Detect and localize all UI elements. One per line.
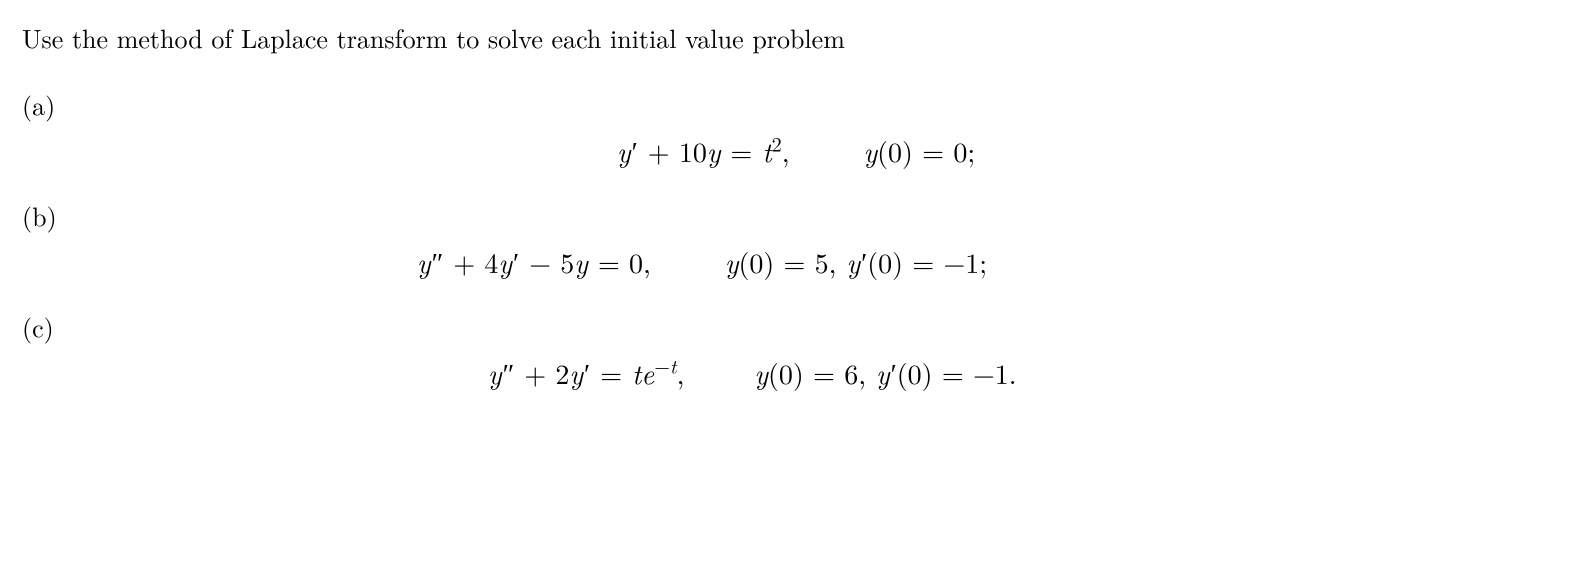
equation-row-c: y″ + 2y′ = te−t, y(0) = 6, y′(0) = −1. [22, 352, 1570, 394]
problem-prompt: Use the method of Laplace transform to s… [22, 18, 1570, 57]
equation-b: y″ + 4y′ − 5y = 0, [417, 241, 651, 283]
initial-conditions-a: y(0) = 0; [864, 130, 976, 172]
part-label-c: (c) [22, 307, 1570, 346]
equation-c: y″ + 2y′ = te−t, [488, 352, 684, 394]
part-a: (a) y′ + 10y = t2, y(0) = 0; [22, 85, 1570, 172]
part-c: (c) y″ + 2y′ = te−t, y(0) = 6, y′(0) = −… [22, 307, 1570, 394]
part-label-b: (b) [22, 196, 1570, 235]
part-b: (b) y″ + 4y′ − 5y = 0, y(0) = 5, y′(0) =… [22, 196, 1570, 283]
initial-conditions-c: y(0) = 6, y′(0) = −1. [754, 352, 1016, 394]
equation-row-b: y″ + 4y′ − 5y = 0, y(0) = 5, y′(0) = −1; [22, 241, 1570, 283]
equation-row-a: y′ + 10y = t2, y(0) = 0; [22, 130, 1570, 172]
equation-a: y′ + 10y = t2, [617, 130, 790, 172]
part-label-a: (a) [22, 85, 1570, 124]
initial-conditions-b: y(0) = 5, y′(0) = −1; [725, 241, 987, 283]
